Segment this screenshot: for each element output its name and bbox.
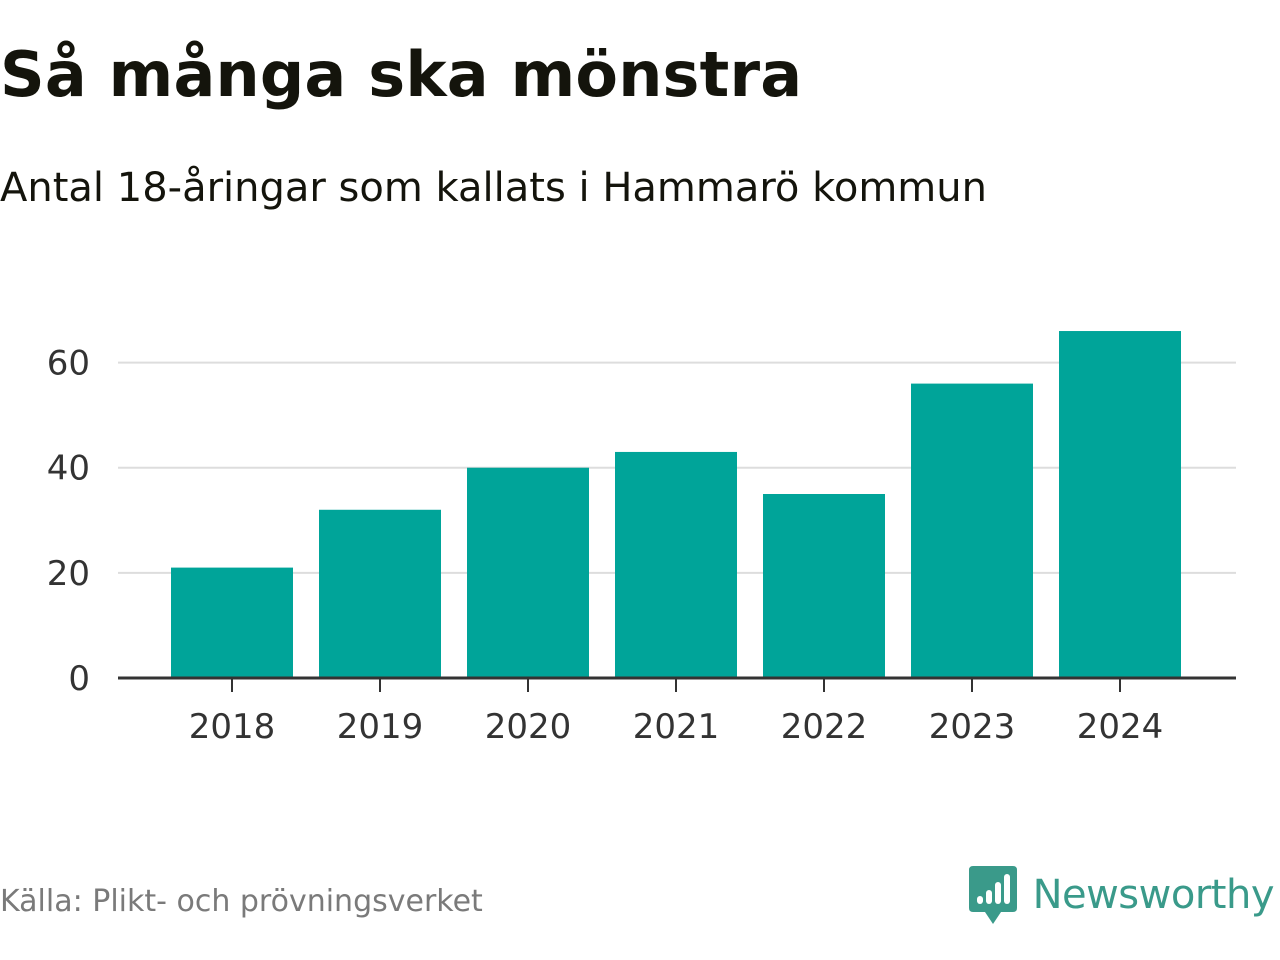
y-tick-label: 0: [68, 659, 90, 699]
axes: 0 20 40 60 2018 2019 2020 2021 2022 2023 2024: [47, 344, 1236, 747]
bar-2019: [319, 509, 441, 678]
bar-chart-speech-bubble-icon: [968, 866, 1017, 924]
bar-2021: [615, 451, 737, 678]
bar-2023: [911, 383, 1033, 678]
y-tick-label: 60: [47, 344, 90, 384]
x-tick-label: 2018: [189, 707, 276, 747]
chart-title: Så många ska mönstra: [0, 38, 803, 111]
bar-2020: [467, 467, 589, 678]
x-tick-label: 2019: [337, 707, 424, 747]
chart-subtitle: Antal 18-åringar som kallats i Hammarö k…: [0, 165, 987, 211]
bars: [171, 331, 1181, 678]
x-tick-label: 2021: [633, 707, 720, 747]
source-note: Källa: Plikt- och prövningsverket: [0, 884, 483, 919]
brand-name: Newsworthy: [1032, 872, 1275, 918]
x-tick-label: 2022: [781, 707, 868, 747]
y-tick-label: 40: [47, 449, 90, 489]
x-tick-label: 2023: [929, 707, 1016, 747]
bar-2022: [763, 494, 885, 678]
bar-chart: 0 20 40 60 2018 2019 2020 2021 2022 2023 2024: [47, 331, 1236, 747]
brand-logo: Newsworthy: [967, 862, 1275, 928]
bar-2024: [1059, 331, 1181, 678]
bar-2018: [171, 567, 293, 678]
y-tick-label: 20: [47, 554, 90, 594]
x-tick-label: 2024: [1077, 707, 1164, 747]
x-tick-label: 2020: [485, 707, 572, 747]
